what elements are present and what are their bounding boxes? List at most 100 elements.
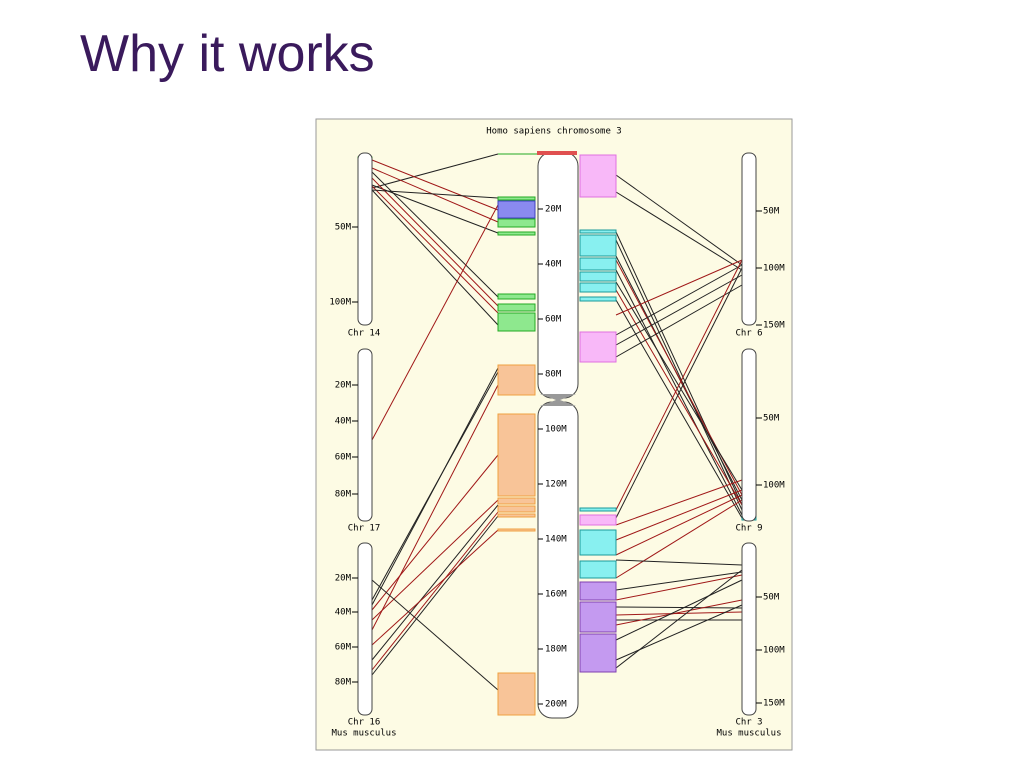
synteny-block	[579, 229, 617, 234]
synteny-block	[497, 196, 536, 201]
synteny-block	[579, 507, 617, 512]
slide-title: Why it works	[80, 25, 375, 83]
synteny-block	[497, 218, 536, 228]
link	[371, 159, 499, 211]
chromosome-label: Chr 17	[348, 524, 381, 534]
mouse-chromosome	[741, 348, 757, 522]
synteny-block	[579, 581, 617, 601]
center-tick-label: 160M	[545, 590, 567, 600]
link	[371, 371, 499, 601]
link	[615, 579, 743, 641]
synteny-block	[497, 528, 536, 532]
mouse-chromosome	[357, 152, 373, 326]
synteny-block	[579, 154, 617, 198]
synteny-block	[497, 293, 536, 300]
chromosome-cap	[537, 151, 577, 155]
center-tick-label: 180M	[545, 645, 567, 655]
center-tick-label: 80M	[545, 370, 562, 380]
center-tick-label: 20M	[545, 205, 562, 215]
center-chromosome-arm	[537, 401, 579, 719]
left-tick-label: 20M	[335, 381, 352, 391]
link	[615, 599, 743, 626]
chromosome-label: Chr 6	[735, 329, 762, 339]
synteny-block	[579, 514, 617, 526]
link	[371, 189, 499, 326]
link	[371, 515, 499, 676]
link	[615, 489, 743, 541]
link	[615, 284, 743, 358]
link	[371, 153, 499, 189]
link	[371, 454, 499, 611]
link	[615, 191, 743, 271]
center-tick-label: 120M	[545, 480, 567, 490]
link	[371, 384, 499, 631]
chromosome-label: Chr 16	[348, 718, 381, 728]
center-tick-label: 200M	[545, 700, 567, 710]
links	[371, 153, 743, 691]
species-label: Mus musculus	[716, 729, 781, 739]
link	[615, 289, 743, 506]
link	[615, 174, 743, 266]
synteny-block	[497, 364, 536, 396]
link	[615, 479, 743, 526]
synteny-block	[497, 505, 536, 513]
link	[371, 189, 499, 199]
synteny-block	[497, 413, 536, 497]
synteny-block	[579, 601, 617, 633]
link	[615, 574, 743, 601]
center-tick-label: 40M	[545, 260, 562, 270]
link	[615, 267, 743, 519]
synteny-block	[497, 312, 536, 332]
mouse-chromosome	[741, 152, 757, 326]
chromosome-label: Chr 3	[735, 718, 762, 728]
center-tick-label: 60M	[545, 315, 562, 325]
left-tick-label: 60M	[335, 453, 352, 463]
chromosome-label: Chr 14	[348, 329, 381, 339]
synteny-block	[579, 529, 617, 556]
link	[371, 177, 499, 307]
synteny-block	[579, 633, 617, 673]
right-tick-label: 50M	[763, 593, 780, 603]
synteny-block	[579, 331, 617, 363]
synteny-block	[497, 303, 536, 312]
left-tick-label: 40M	[335, 608, 352, 618]
link	[615, 274, 743, 346]
link	[615, 259, 743, 511]
species-label: Mus musculus	[331, 729, 396, 739]
center-tick-label: 140M	[545, 535, 567, 545]
link	[371, 499, 499, 621]
link	[371, 579, 499, 691]
link	[371, 504, 499, 661]
labels: 20M 40M 60M 80M 100M 120M 140M 160M 180M 200M 50M 1…	[329, 205, 785, 710]
mouse-chromosome	[741, 542, 757, 716]
synteny-block	[579, 257, 617, 271]
mouse-chromosome	[357, 542, 373, 716]
link	[371, 511, 499, 671]
synteny-block	[579, 282, 617, 293]
chromosome-label: Chr 9	[735, 524, 762, 534]
centromere	[540, 394, 576, 406]
synteny-block	[579, 271, 617, 282]
right-tick-label: 100M	[763, 264, 785, 274]
left-tick-label: 20M	[335, 574, 352, 584]
synteny-block	[497, 672, 536, 716]
center-tick-label: 100M	[545, 425, 567, 435]
right-tick-label: 50M	[763, 414, 780, 424]
link	[371, 167, 499, 223]
center-chromosome-arm	[537, 151, 579, 399]
synteny-block	[497, 231, 536, 236]
synteny-block	[497, 513, 536, 518]
left-tick-label: 100M	[329, 298, 351, 308]
left-tick-label: 50M	[335, 223, 352, 233]
link	[615, 611, 743, 616]
link	[615, 606, 743, 609]
figure-title: Homo sapiens chromosome 3	[486, 127, 621, 137]
right-tick-label: 50M	[763, 207, 780, 217]
right-tick-label: 100M	[763, 646, 785, 656]
synteny-block	[497, 200, 536, 219]
link	[615, 571, 743, 591]
right-tick-label: 150M	[763, 699, 785, 709]
link	[615, 569, 743, 669]
mouse-chromosome	[357, 348, 373, 522]
